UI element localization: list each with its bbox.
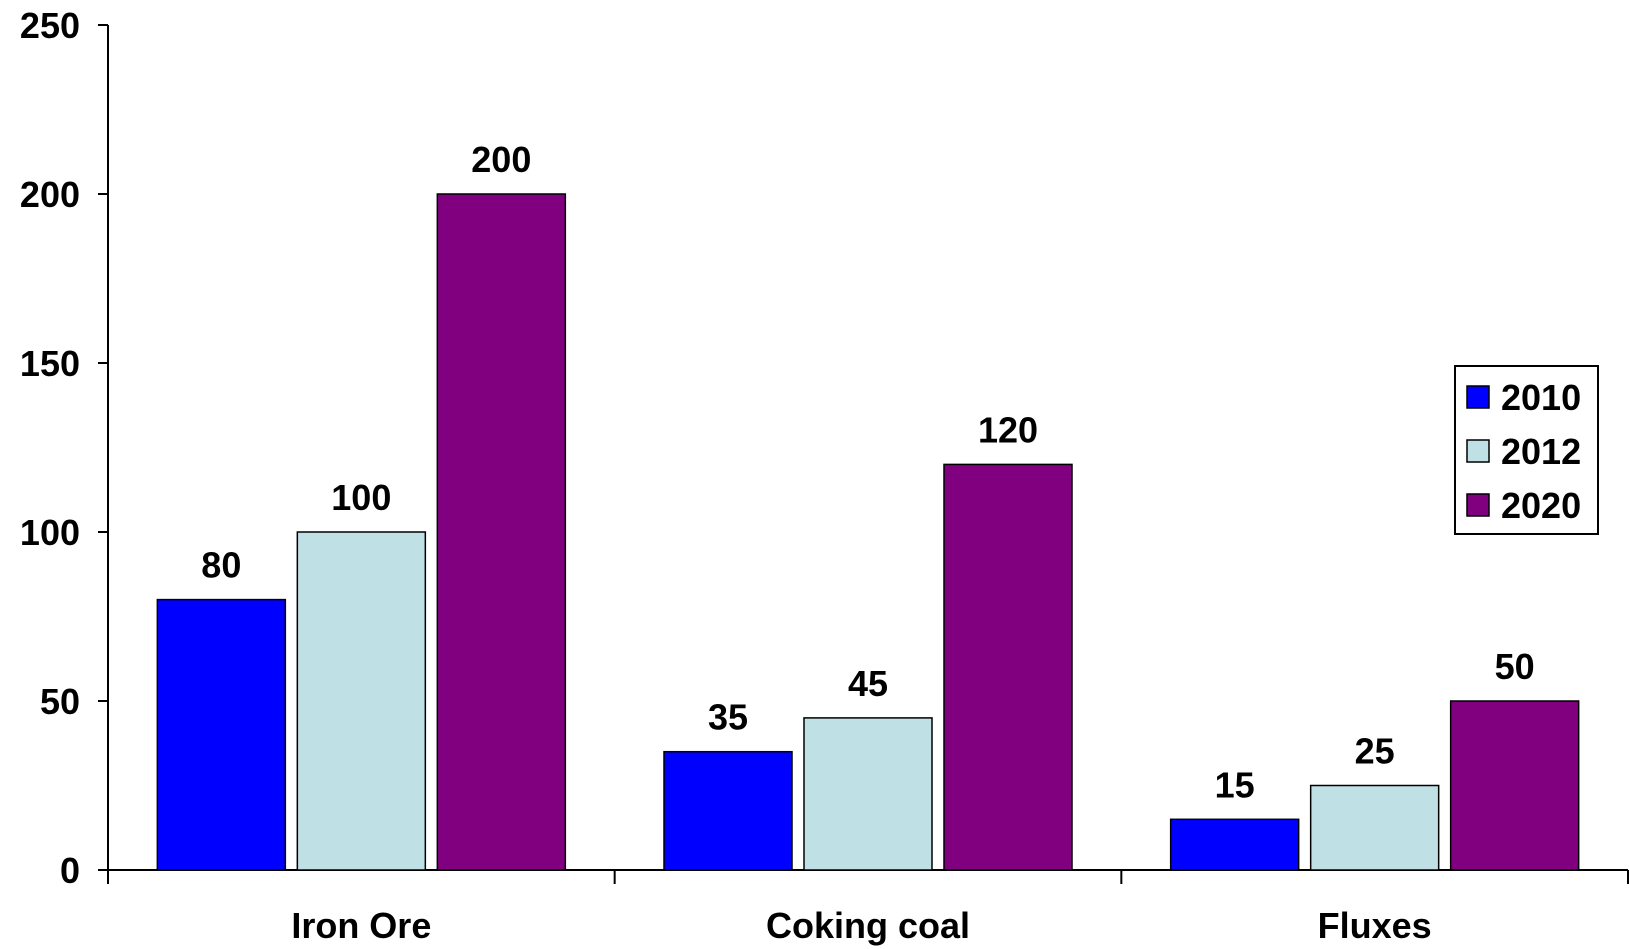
bar (1449, 700, 1580, 871)
bar (663, 750, 793, 871)
legend-label: 2020 (1501, 485, 1581, 526)
data-label: 50 (1495, 646, 1535, 687)
legend-swatch (1466, 493, 1490, 517)
y-tick-label: 250 (20, 5, 80, 46)
y-tick-label: 50 (40, 681, 80, 722)
legend-label: 2012 (1501, 431, 1581, 472)
legend-label: 2010 (1501, 377, 1581, 418)
bars (156, 193, 1580, 871)
bar (943, 463, 1073, 871)
y-axis: 0 50 100 150 200 250 (20, 5, 109, 891)
category-label: Iron Ore (291, 905, 431, 946)
data-label: 45 (848, 663, 888, 704)
data-label: 200 (471, 139, 531, 180)
y-tick-label: 0 (60, 850, 80, 891)
data-label: 15 (1215, 764, 1255, 805)
bar (1169, 818, 1300, 871)
legend: 2010 2012 2020 (1454, 365, 1599, 535)
data-label: 80 (201, 545, 241, 586)
legend-swatch (1466, 439, 1490, 463)
x-axis: Iron Ore Coking coal Fluxes (107, 869, 1629, 946)
category-label: Coking coal (766, 905, 970, 946)
bar (296, 531, 427, 871)
data-label: 25 (1355, 731, 1395, 772)
data-label: 100 (331, 477, 391, 518)
data-labels: 80 100 200 35 45 120 15 25 50 (201, 139, 1534, 805)
bar (436, 193, 567, 871)
legend-swatch (1466, 385, 1490, 409)
data-label: 120 (978, 409, 1038, 450)
category-label: Fluxes (1318, 905, 1432, 946)
bar (1309, 784, 1440, 871)
y-tick-label: 100 (20, 512, 80, 553)
y-tick-label: 150 (20, 343, 80, 384)
bar (803, 717, 933, 871)
data-label: 35 (708, 697, 748, 738)
bar (156, 598, 287, 871)
y-tick-label: 200 (20, 174, 80, 215)
